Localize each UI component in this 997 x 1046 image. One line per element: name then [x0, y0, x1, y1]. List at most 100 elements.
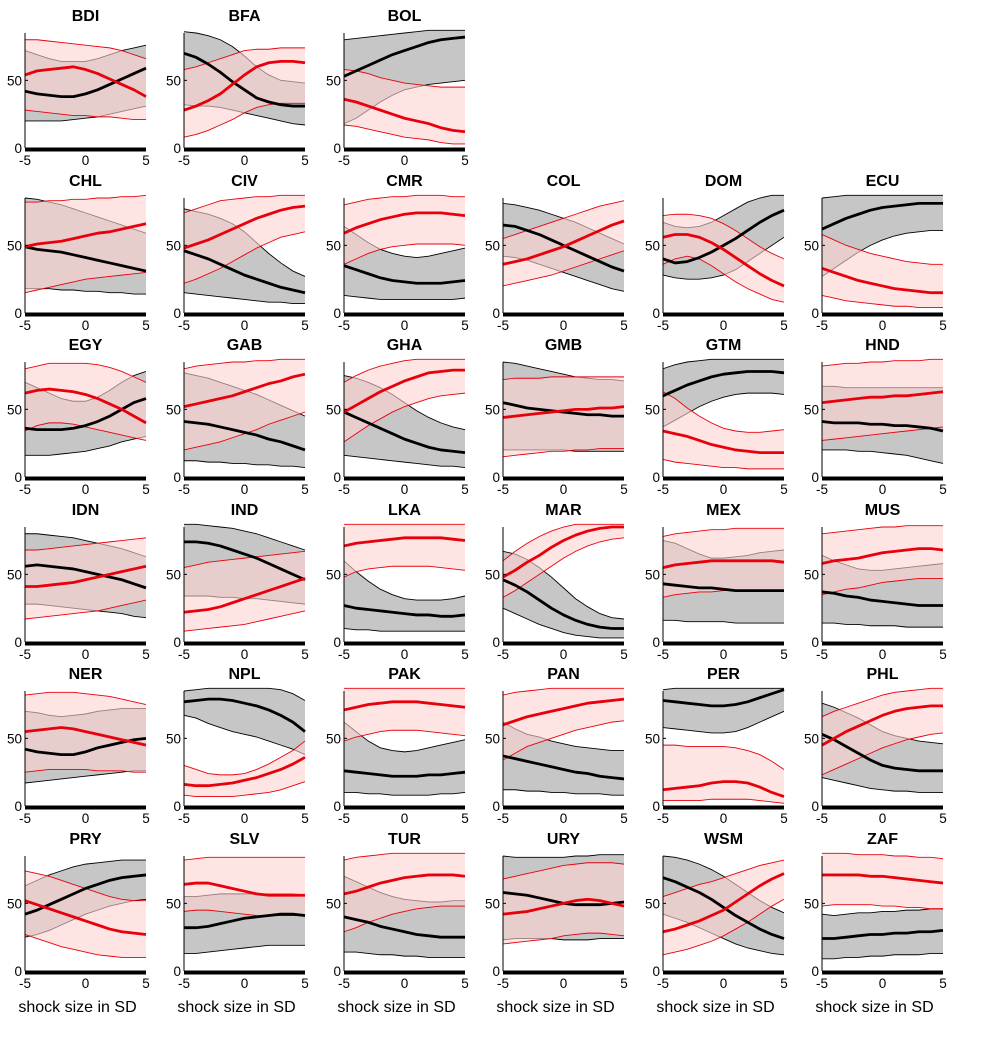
- y-tick-label: 50: [7, 402, 22, 417]
- x-tick-label: 0: [401, 811, 409, 826]
- red-band-upper-edge: [502, 862, 625, 880]
- black-band-lower-edge: [24, 770, 146, 784]
- y-tick-label: 50: [804, 731, 819, 746]
- x-tick-label: 5: [620, 647, 628, 662]
- red-mean-line: [183, 881, 305, 897]
- red-band-upper-edge: [821, 687, 943, 718]
- black-mean-line: [183, 249, 306, 295]
- y-tick-label: 50: [485, 896, 500, 911]
- x-tick-label: -5: [19, 647, 31, 662]
- black-mean-line: [343, 264, 466, 285]
- y-tick-label: 50: [645, 731, 660, 746]
- y-tick-label: 50: [326, 238, 341, 253]
- panel-title: MUS: [865, 502, 901, 519]
- red-band-lower-edge: [502, 932, 625, 945]
- red-band-lower-edge: [502, 250, 625, 287]
- y-tick-label: 0: [14, 799, 22, 814]
- red-mean-line: [183, 756, 306, 788]
- x-tick-label: 0: [82, 318, 90, 333]
- black-band-lower-edge: [663, 619, 784, 624]
- red-mean-line: [821, 547, 944, 565]
- red-band: [822, 853, 943, 909]
- red-band-lower-edge: [343, 565, 466, 578]
- red-mean-line: [183, 60, 306, 112]
- black-mean-line: [183, 420, 306, 452]
- y-tick-label: 0: [811, 964, 819, 979]
- black-mean-line: [183, 697, 306, 733]
- x-tick-label: 5: [461, 482, 469, 497]
- red-mean-line: [502, 897, 625, 916]
- black-mean-line: [662, 688, 785, 708]
- panel-title: PAK: [388, 666, 421, 683]
- x-tick-label: 0: [560, 482, 568, 497]
- black-mean-line: [822, 929, 944, 940]
- red-mean-line: [183, 372, 306, 409]
- x-tick-label: -5: [497, 482, 509, 497]
- y-tick-label: 0: [811, 635, 819, 650]
- panel-title: URY: [547, 831, 581, 848]
- x-tick-label: 5: [780, 811, 788, 826]
- black-band-upper-edge: [184, 523, 306, 551]
- red-band-upper-edge: [343, 852, 465, 861]
- black-mean-line: [821, 733, 943, 773]
- black-band-upper-edge: [821, 908, 943, 916]
- x-tick-label: 5: [301, 811, 309, 826]
- red-band-lower-edge: [821, 577, 943, 596]
- x-tick-label: -5: [178, 811, 190, 826]
- red-band-upper-edge: [821, 234, 943, 265]
- red-mean-line: [343, 873, 466, 896]
- black-band: [344, 722, 465, 796]
- x-tick-label: 0: [560, 811, 568, 826]
- red-band-upper-edge: [343, 358, 465, 383]
- panel-title: ZAF: [867, 831, 898, 848]
- red-band: [344, 524, 465, 578]
- y-tick-label: 50: [326, 731, 341, 746]
- black-band-upper-edge: [662, 358, 784, 370]
- red-mean-line: [662, 429, 784, 455]
- y-tick-label: 50: [645, 238, 660, 253]
- red-band-lower-edge: [821, 732, 944, 776]
- black-mean-line: [24, 66, 147, 98]
- y-tick-label: 50: [485, 731, 500, 746]
- x-tick-label: -5: [497, 811, 509, 826]
- red-mean-line: [24, 222, 147, 249]
- red-mean-line: [822, 873, 944, 885]
- red-band: [184, 551, 305, 632]
- y-tick-label: 50: [645, 896, 660, 911]
- red-band: [344, 688, 465, 742]
- x-tick-label: 5: [620, 811, 628, 826]
- red-mean-line: [662, 559, 785, 569]
- x-tick-label: 0: [720, 647, 728, 662]
- red-band: [503, 688, 624, 760]
- red-band-lower-edge: [343, 729, 466, 742]
- red-band: [663, 391, 784, 469]
- x-tick-label: 0: [401, 318, 409, 333]
- red-mean-line: [502, 697, 625, 727]
- red-band-upper-edge: [662, 213, 785, 260]
- y-tick-label: 0: [492, 635, 500, 650]
- red-band: [184, 741, 305, 797]
- red-mean-line: [25, 564, 147, 588]
- y-tick-label: 50: [485, 238, 500, 253]
- x-tick-label: 5: [939, 976, 947, 991]
- x-tick-label: -5: [497, 318, 509, 333]
- x-tick-label: -5: [657, 482, 669, 497]
- x-tick-label: 5: [301, 976, 309, 991]
- black-mean-line: [343, 769, 466, 778]
- red-mean-line: [343, 211, 466, 235]
- x-tick-label: 0: [879, 647, 887, 662]
- black-band-lower-edge: [184, 460, 306, 468]
- y-tick-label: 50: [166, 73, 181, 88]
- panel-title: NPL: [229, 666, 261, 683]
- x-tick-label: 5: [939, 318, 947, 333]
- black-mean-line: [343, 410, 466, 455]
- x-axis-label: shock size in SD: [337, 999, 455, 1016]
- x-tick-label: -5: [816, 318, 828, 333]
- x-tick-label: 5: [780, 482, 788, 497]
